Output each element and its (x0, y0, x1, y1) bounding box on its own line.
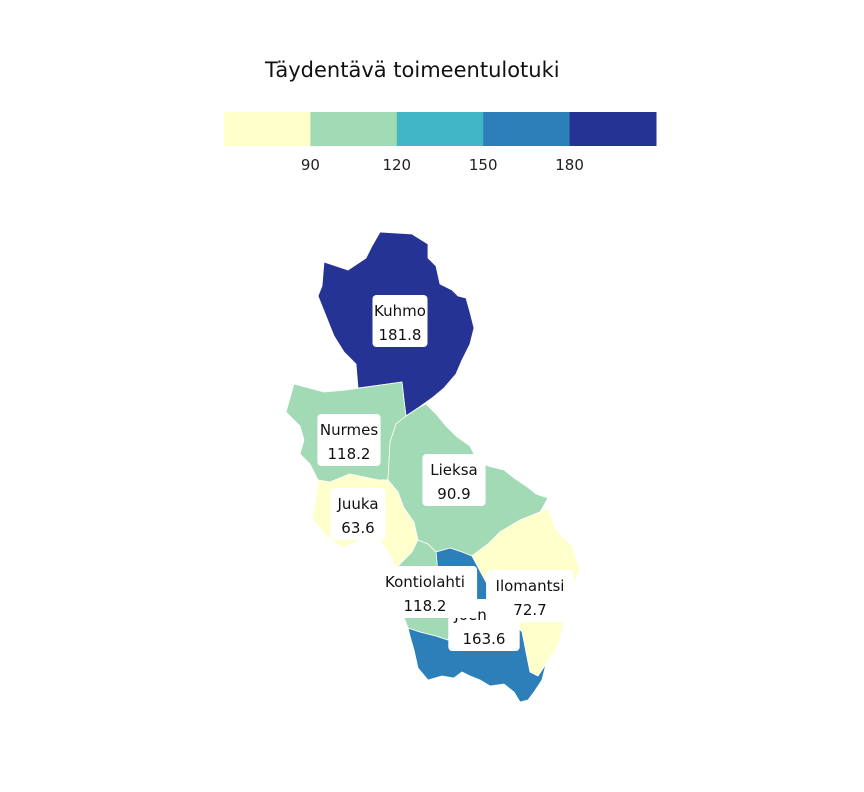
legend-swatch (396, 112, 484, 146)
region-name-label: Nurmes (320, 421, 378, 439)
legend-tick-label: 120 (382, 156, 411, 174)
region-name-label: Juuka (336, 495, 378, 513)
chart-title: Täydentävä toimeentulotuki (264, 58, 560, 82)
region-name-label: Ilomantsi (496, 577, 565, 595)
region-value-label: 72.7 (513, 601, 546, 619)
color-legend: 90 120 150 180 (224, 112, 657, 174)
region-value-label: 118.2 (404, 597, 447, 615)
region-label-box (317, 414, 381, 466)
region-value-label: 163.6 (463, 630, 506, 648)
region-value-label: 63.6 (341, 519, 374, 537)
legend-swatch (483, 112, 571, 146)
region-value-label: 181.8 (379, 326, 422, 344)
legend-tick-label: 180 (555, 156, 584, 174)
region-name-label: Kuhmo (374, 302, 426, 320)
region-label-kontiolahti: Kontiolahti 118.2 (372, 566, 478, 618)
region-value-label: 90.9 (437, 485, 470, 503)
legend-swatch (310, 112, 398, 146)
legend-swatch (224, 112, 311, 146)
region-name-label: Kontiolahti (385, 573, 465, 591)
region-label-nurmes: Nurmes 118.2 (317, 414, 381, 466)
legend-tick-label: 150 (469, 156, 498, 174)
region-label-ilomantsi: Ilomantsi 72.7 (486, 570, 574, 622)
region-labels: Kuhmo 181.8 Nurmes 118.2 Lieksa 90.9 Juuka 63.6… (317, 295, 574, 651)
region-label-kuhmo: Kuhmo 181.8 (372, 295, 428, 347)
region-name-label: Lieksa (430, 461, 477, 479)
region-label-box (330, 488, 386, 540)
region-label-box (372, 295, 428, 347)
legend-swatch (569, 112, 657, 146)
region-label-box (422, 454, 486, 506)
legend-tick-label: 90 (301, 156, 320, 174)
region-label-lieksa: Lieksa 90.9 (422, 454, 486, 506)
region-value-label: 118.2 (328, 445, 371, 463)
region-label-box (486, 570, 574, 622)
region-label-juuka: Juuka 63.6 (330, 488, 386, 540)
region-label-box (372, 566, 478, 618)
